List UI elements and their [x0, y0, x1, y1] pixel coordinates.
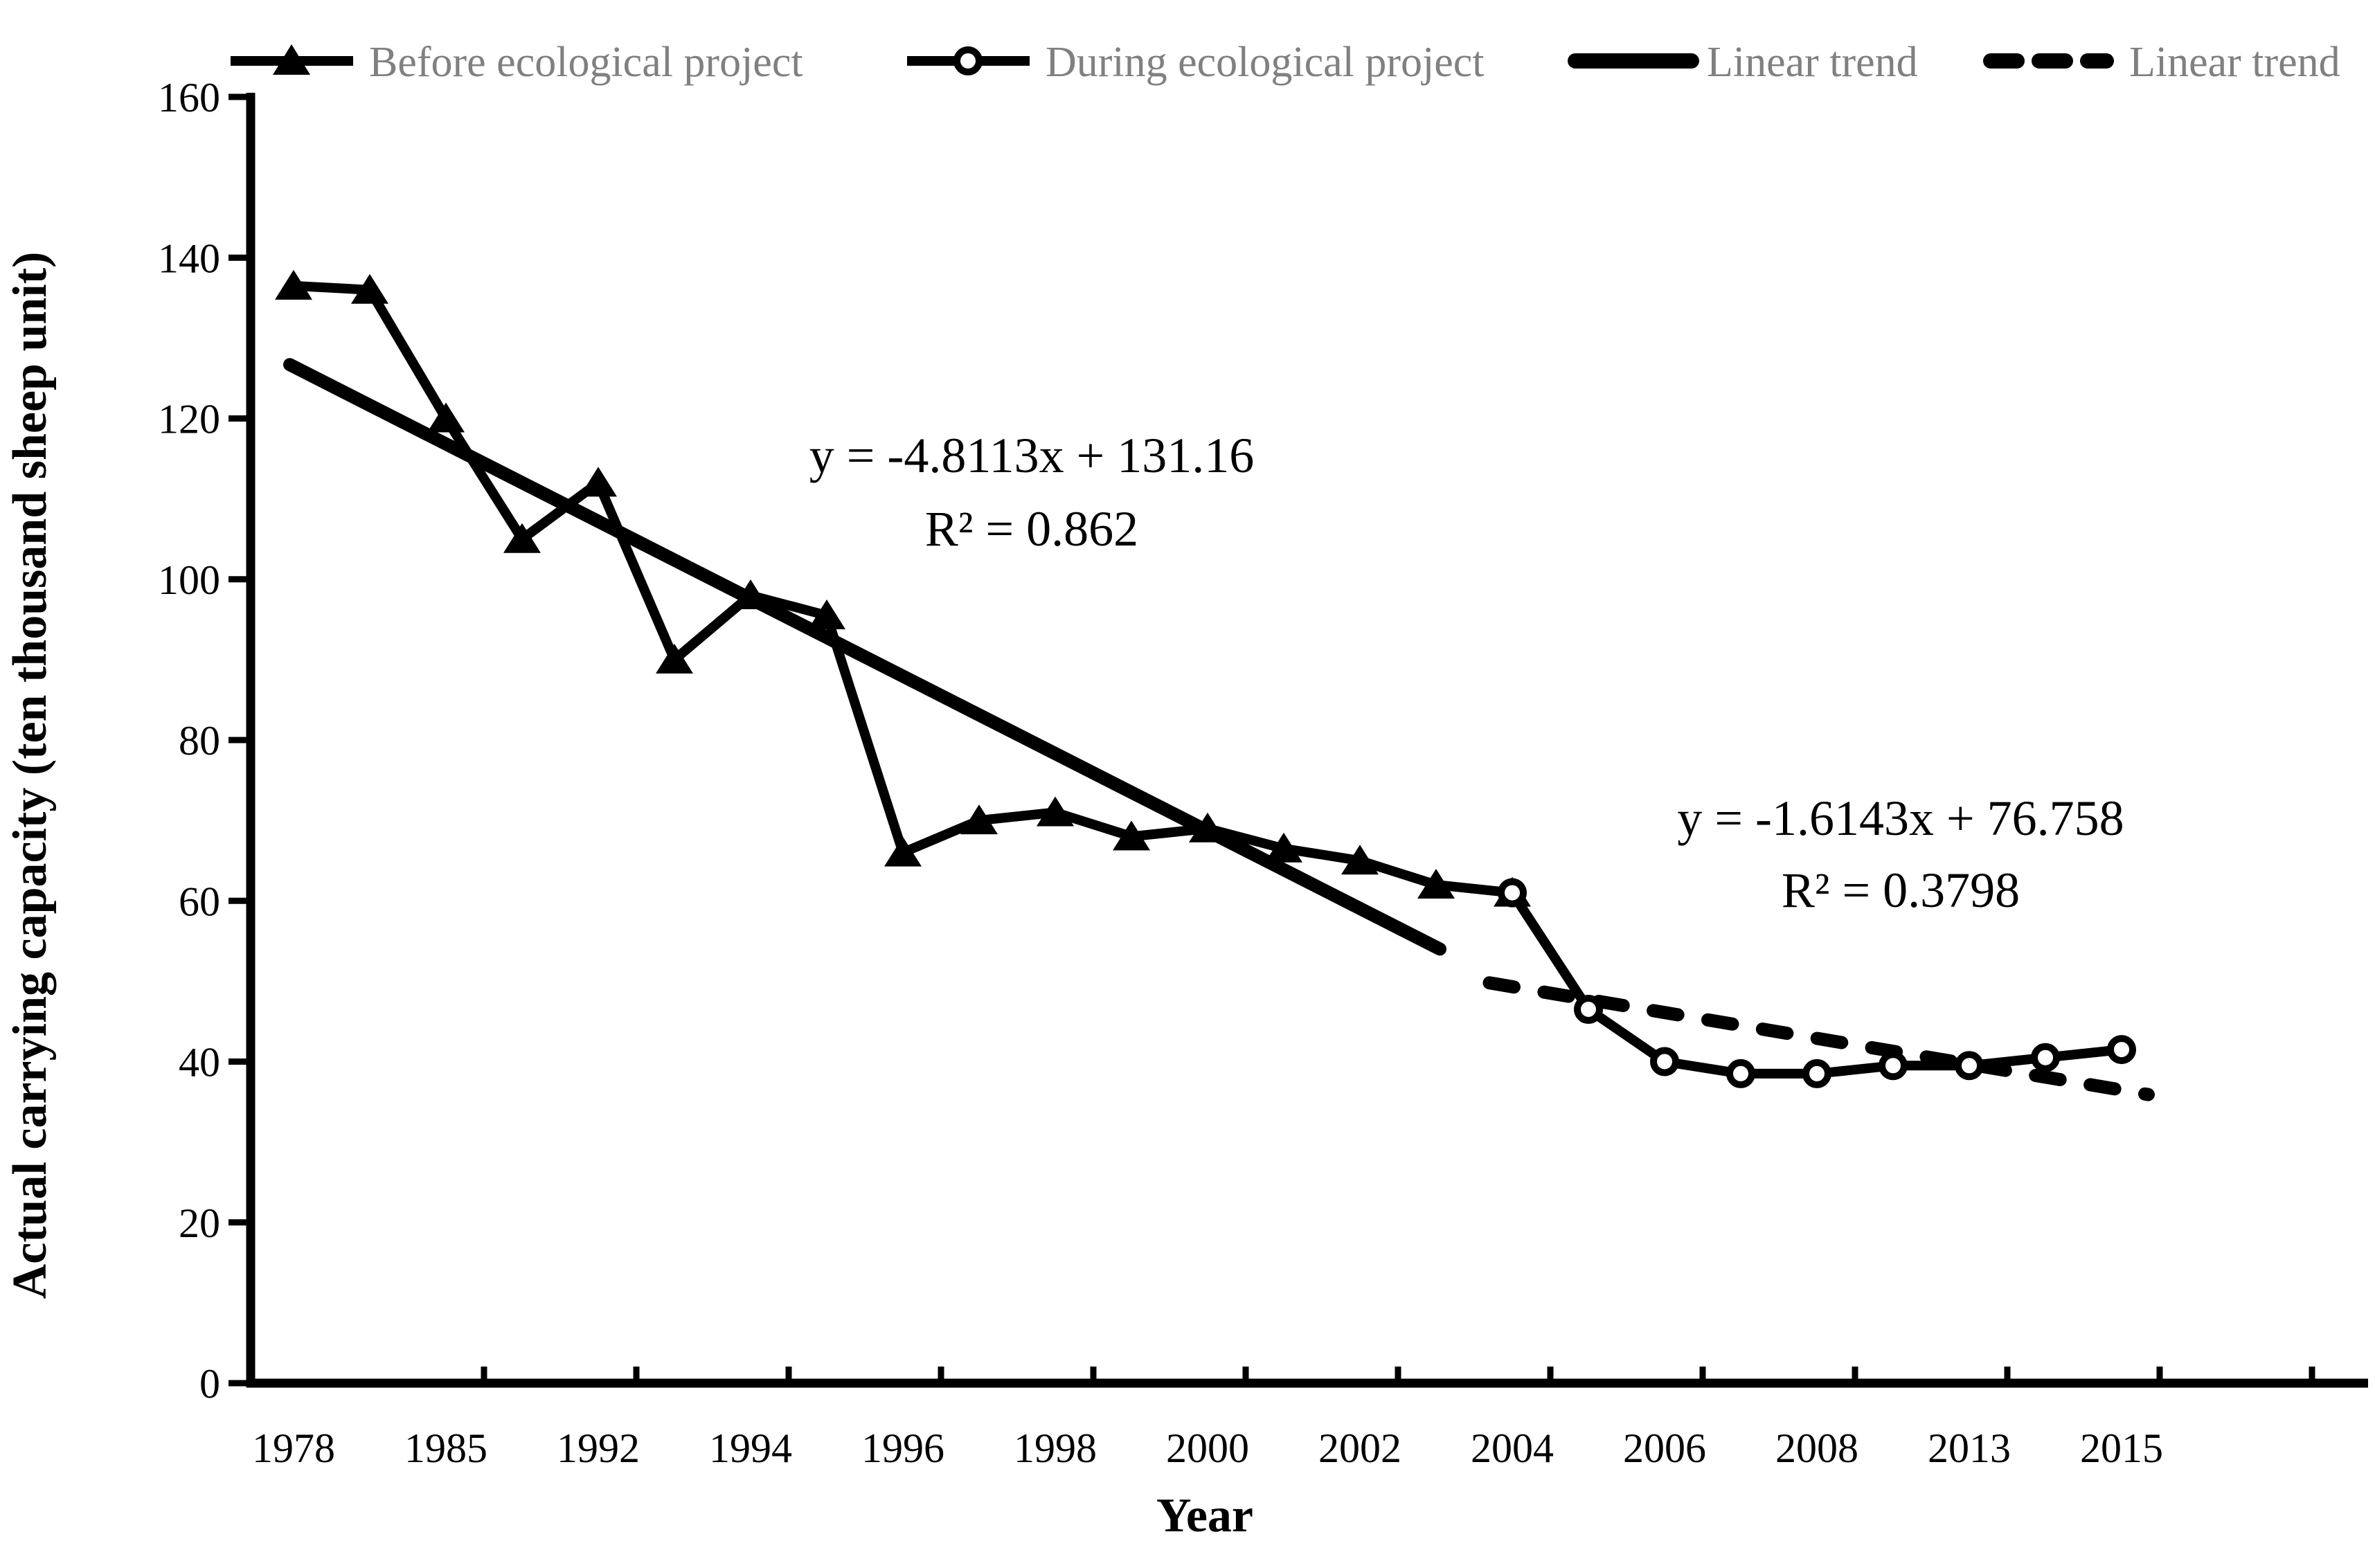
before-data-point [351, 273, 388, 304]
during-data-point [1574, 995, 1603, 1025]
y-axis-title: Actual carrying capacity (ten thousand s… [3, 252, 57, 1299]
y-tick-label: 60 [179, 878, 220, 924]
before-data-point [427, 402, 465, 433]
x-tick-label: 1978 [252, 1425, 335, 1471]
before-data-point [1189, 812, 1226, 842]
before-data-point [808, 600, 845, 630]
solid-trend-segment [283, 358, 1446, 956]
before-trend-r2: R² = 0.862 [925, 501, 1138, 557]
during-data-point [2107, 1035, 2136, 1065]
during-series-line [1508, 890, 2122, 1079]
before-data-point [960, 804, 998, 835]
circle-marker-icon [953, 46, 983, 75]
during-data-point [1802, 1058, 1831, 1088]
y-tick-label: 140 [158, 235, 220, 281]
during-data-point [1498, 878, 1527, 908]
x-tick-label: 2013 [1928, 1425, 2011, 1471]
before-data-point [656, 643, 693, 674]
x-tick-label: 1985 [404, 1425, 487, 1471]
legend-item-during: During ecological project [907, 39, 1485, 86]
x-tick-label: 1996 [861, 1425, 944, 1471]
x-tick-label: 2008 [1775, 1425, 1858, 1471]
y-tick-label: 20 [179, 1200, 220, 1246]
legend-item-label: Before ecological project [369, 39, 803, 86]
y-tick-label: 80 [179, 718, 220, 764]
before-data-point [1037, 796, 1074, 827]
before-data-point [1113, 820, 1150, 851]
during-series [1498, 878, 2136, 1088]
before-data-point [732, 579, 769, 609]
x-tick-label: 2002 [1318, 1425, 1401, 1471]
before-data-point [1417, 869, 1455, 899]
during-trend-equation: y = -1.6143x + 76.758 [1677, 791, 2124, 846]
x-axis-title: Year [1156, 1489, 1253, 1542]
x-tick-label: 2015 [2080, 1425, 2163, 1471]
y-axis-tick-labels: 0 20 40 60 80 100 120 140 160 [158, 75, 220, 1407]
before-data-point [275, 269, 312, 300]
x-tick-label: 1994 [709, 1425, 792, 1471]
during-data-point [1650, 1047, 1679, 1076]
solid-trend-line [283, 358, 1446, 956]
legend-item-label: During ecological project [1046, 39, 1485, 86]
y-tick-label: 0 [199, 1361, 220, 1407]
x-tick-label: 1992 [557, 1425, 640, 1471]
legend-item-label: Linear trend [2129, 39, 2340, 86]
legend-item-label: Linear trend [1707, 39, 1918, 86]
legend-item-solid-trend: Linear trend [1568, 39, 1918, 86]
triangle-marker-icon [273, 44, 310, 75]
during-data-point [1955, 1051, 1984, 1081]
before-series-line [293, 280, 1513, 898]
during-data-point [1879, 1051, 1908, 1081]
x-tick-label: 1998 [1014, 1425, 1097, 1471]
before-data-point [580, 467, 617, 497]
x-tick-label: 2004 [1471, 1425, 1554, 1471]
y-tick-label: 40 [179, 1040, 220, 1085]
during-data-point [1726, 1058, 1755, 1088]
during-data-point [2031, 1043, 2060, 1072]
x-axis-ticks [481, 1367, 2315, 1386]
during-trend-r2: R² = 0.3798 [1782, 863, 2020, 918]
legend-item-before: Before ecological project [231, 39, 803, 86]
legend-item-dashed-trend: Linear trend [1983, 39, 2340, 86]
before-data-point [1265, 832, 1302, 863]
before-data-point [503, 523, 541, 553]
x-tick-label: 2000 [1166, 1425, 1249, 1471]
y-tick-label: 100 [158, 557, 220, 603]
before-trend-equation: y = -4.8113x + 131.16 [809, 428, 1255, 483]
before-data-point [1341, 845, 1379, 875]
x-tick-label: 2006 [1623, 1425, 1706, 1471]
before-series [275, 269, 1531, 907]
y-axis-ticks [228, 93, 251, 1387]
x-axis-tick-labels: 1978 1985 1992 1994 1996 1998 2000 2002 2004 2006… [252, 1425, 2163, 1471]
legend: Before ecological project During ecologi… [231, 39, 2340, 86]
y-tick-label: 160 [158, 75, 220, 120]
before-data-point [884, 836, 922, 867]
y-tick-label: 120 [158, 397, 220, 442]
